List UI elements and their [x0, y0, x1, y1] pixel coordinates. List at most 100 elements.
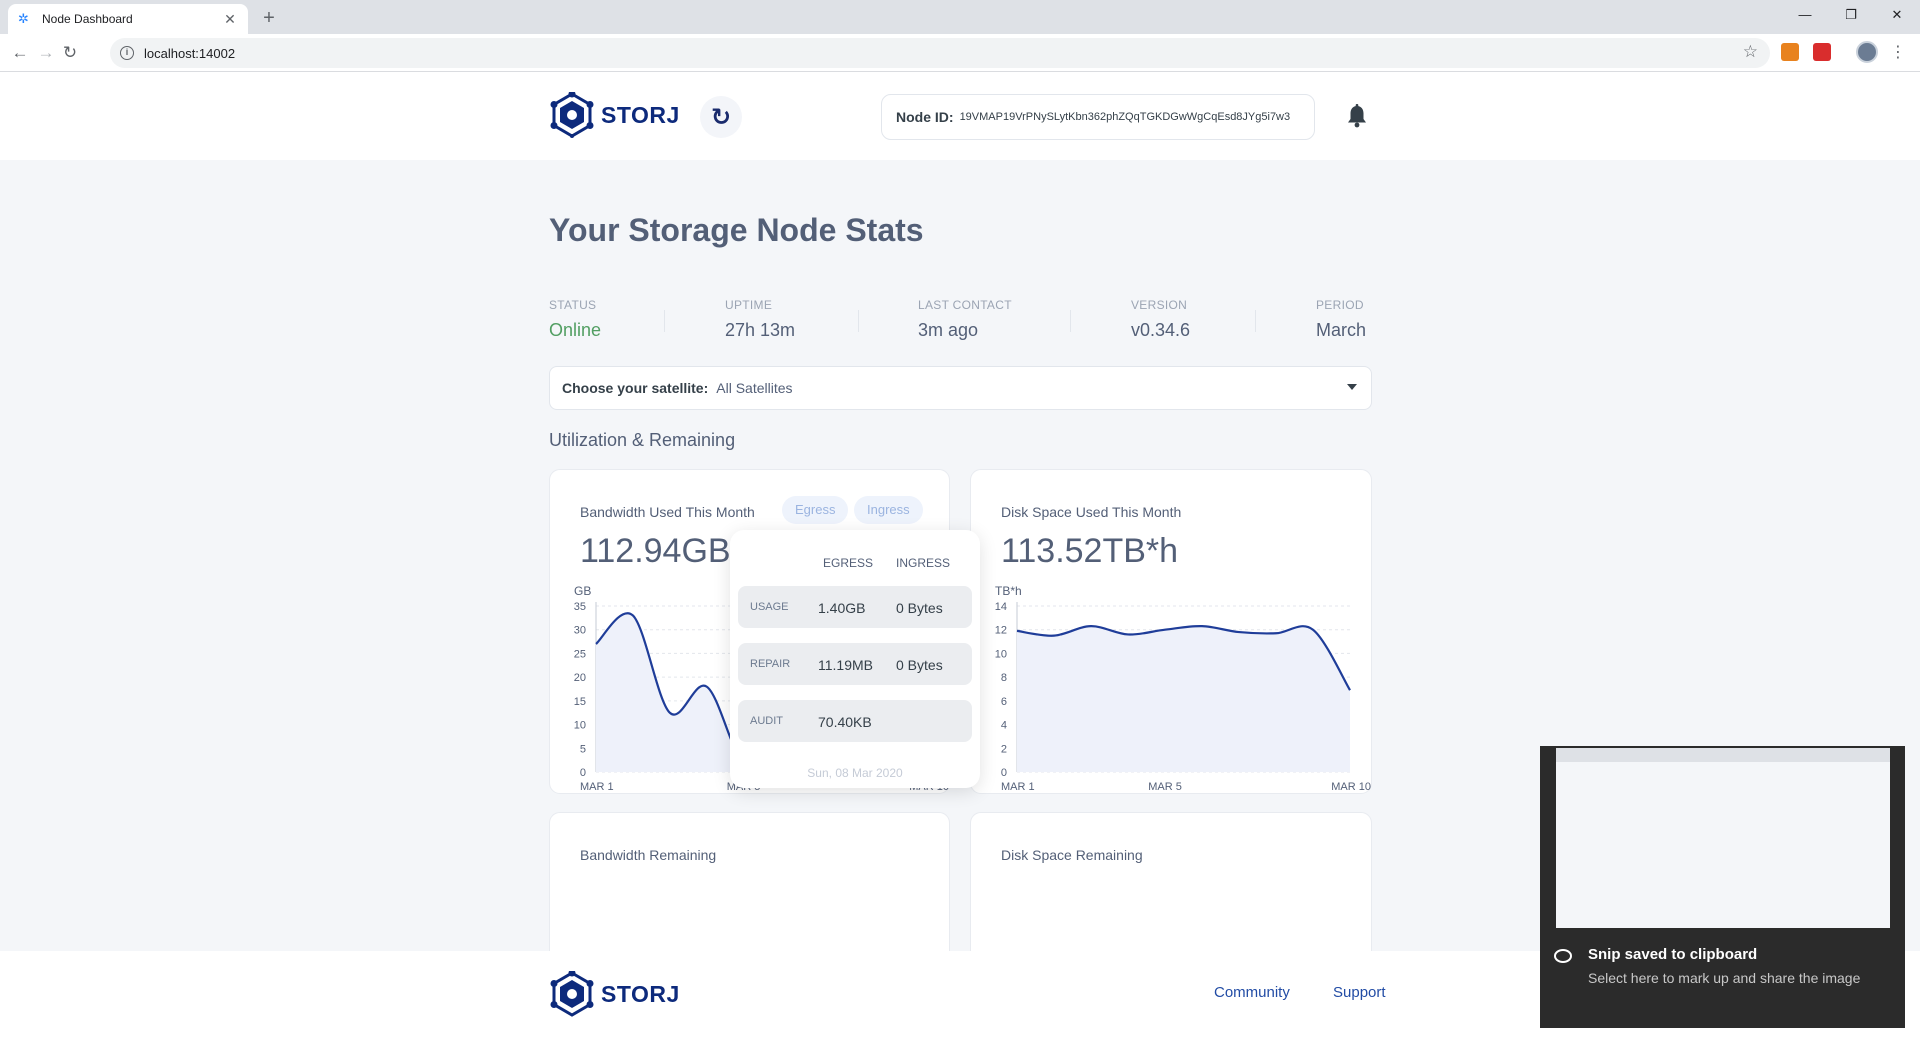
snip-subtitle: Select here to mark up and share the ima… [1588, 970, 1861, 986]
bandwidth-total: 112.94GB [580, 532, 731, 570]
disk-remaining-title: Disk Space Remaining [1001, 847, 1143, 863]
close-window-icon[interactable]: ✕ [1891, 7, 1903, 22]
chart-y-tick-label: 10 [574, 720, 586, 732]
chart-y-tick-label: 10 [995, 648, 1007, 660]
storj-logo-icon [550, 971, 594, 1017]
chart-y-tick-label: 5 [580, 743, 586, 755]
minimize-icon[interactable]: — [1798, 7, 1812, 22]
chart-y-tick-label: 0 [1001, 767, 1007, 779]
chart-x-tick-label: MAR 5 [1148, 781, 1182, 793]
tooltip-row-label: AUDIT [750, 715, 783, 727]
bandwidth-tooltip: EGRESS INGRESS USAGE 1.40GB 0 Bytes REPA… [730, 530, 980, 788]
storj-favicon-icon: ✲ [18, 11, 29, 26]
stat-status-label: STATUS [549, 298, 597, 312]
browser-toolbar: ← → ↻ i localhost:14002 ☆ ⋮ [0, 34, 1920, 72]
chart-y-tick-label: 4 [1001, 720, 1007, 732]
chart-y-axis-label: GB [574, 584, 591, 598]
chart-series-line [1016, 625, 1351, 691]
chart-y-tick-label: 14 [995, 601, 1007, 613]
new-tab-button[interactable]: + [263, 7, 275, 29]
node-id-label: Node ID: [896, 109, 954, 125]
window-controls: — ❐ ✕ [1782, 0, 1920, 30]
stat-last-contact-label: LAST CONTACT [918, 298, 1012, 312]
tooltip-row-audit: AUDIT 70.40KB [738, 700, 972, 742]
reload-icon[interactable]: ↻ [62, 43, 78, 62]
chart-y-axis-label: TB*h [995, 584, 1022, 598]
red-extension-icon[interactable] [1813, 43, 1831, 61]
back-icon[interactable]: ← [11, 43, 29, 62]
disk-space-chart[interactable]: TB*h 0 2 4 6 8 10 12 14 MAR 1 MAR 5 MAR 10 [971, 470, 1373, 795]
stat-divider [858, 310, 859, 332]
stat-version-value: v0.34.6 [1131, 320, 1191, 340]
thumbnail-body [1556, 762, 1890, 928]
satellite-select[interactable]: Choose your satellite: All Satellites [549, 366, 1372, 410]
node-stats-bar: STATUS Online UPTIME 27h 13m LAST CONTAC… [549, 298, 1372, 348]
forward-icon[interactable]: → [37, 43, 55, 62]
stat-period: PERIOD March [1316, 298, 1366, 341]
chart-y-tick-label: 35 [574, 601, 586, 613]
footer-logo-text: STORJ [601, 980, 680, 1007]
chart-y-tick-label: 8 [1001, 672, 1007, 684]
stat-uptime-value: 27h 13m [725, 320, 796, 340]
address-bar[interactable]: i localhost:14002 ☆ [110, 38, 1770, 68]
refresh-icon: ↻ [710, 103, 732, 131]
chart-area [596, 613, 928, 772]
tooltip-egress-header: EGRESS [823, 556, 874, 570]
metamask-extension-icon[interactable] [1781, 43, 1799, 61]
stat-last-contact: LAST CONTACT 3m ago [918, 298, 1012, 341]
chart-x-tick-label: MAR 1 [1001, 781, 1035, 793]
stat-uptime: UPTIME 27h 13m [725, 298, 795, 341]
egress-toggle[interactable]: Egress [782, 496, 849, 524]
community-link[interactable]: Community [1214, 984, 1290, 1001]
chart-y-tick-label: 0 [580, 767, 586, 779]
stat-period-label: PERIOD [1316, 298, 1364, 312]
profile-avatar[interactable] [1856, 41, 1878, 63]
snip-thumbnail [1556, 748, 1890, 928]
tooltip-row-ingress: 0 Bytes [896, 600, 943, 616]
ingress-toggle[interactable]: Ingress [854, 496, 923, 524]
site-info-icon[interactable]: i [120, 46, 134, 60]
chart-y-tick-label: 25 [574, 648, 586, 660]
storj-logo[interactable]: STORJ [549, 92, 680, 138]
tooltip-row-egress: 1.40GB [818, 600, 866, 616]
stat-divider [1255, 310, 1256, 332]
chart-y-tick-label: 6 [1001, 696, 1007, 708]
tooltip-row-egress: 11.19MB [818, 657, 873, 673]
support-link[interactable]: Support [1333, 984, 1386, 1001]
tooltip-ingress-header: INGRESS [896, 556, 951, 570]
chart-area [1017, 626, 1350, 772]
stat-version: VERSION v0.34.6 [1131, 298, 1190, 341]
restore-icon[interactable]: ❐ [1845, 7, 1857, 22]
close-tab-icon[interactable]: ✕ [224, 10, 236, 27]
chart-x-tick-label: MAR 1 [580, 781, 614, 793]
stat-status-value: Online [549, 320, 602, 340]
stat-last-contact-value: 3m ago [918, 320, 979, 340]
chevron-down-icon [1347, 384, 1357, 390]
node-id-box[interactable]: Node ID: 19VMAP19VrPNySLytKbn362phZQqTGK… [881, 94, 1315, 140]
section-title: Utilization & Remaining [549, 430, 736, 450]
footer-storj-logo[interactable]: STORJ [549, 971, 680, 1017]
refresh-button[interactable]: ↻ [700, 96, 742, 138]
node-id-value: 19VMAP19VrPNySLytKbn362phZQqTGKDGwWgCqEs… [959, 111, 1291, 123]
bookmark-star-icon[interactable]: ☆ [1742, 42, 1758, 61]
tooltip-row-label: USAGE [750, 601, 789, 613]
storj-logo-icon [550, 92, 594, 138]
tooltip-date: Sun, 08 Mar 2020 [807, 766, 903, 780]
snip-notification[interactable]: Snip saved to clipboard Select here to m… [1540, 746, 1905, 1028]
stat-version-label: VERSION [1131, 298, 1188, 312]
bandwidth-remaining-card: Bandwidth Remaining [549, 812, 950, 962]
disk-total: 113.52TB*h [1001, 532, 1179, 570]
disk-remaining-card: Disk Space Remaining [970, 812, 1372, 962]
stat-status: STATUS Online [549, 298, 601, 341]
browser-tab[interactable]: ✲ Node Dashboard ✕ [8, 4, 248, 34]
notifications-bell-icon[interactable] [1347, 104, 1367, 128]
browser-menu-icon[interactable]: ⋮ [1890, 44, 1906, 61]
snip-title: Snip saved to clipboard [1588, 946, 1758, 963]
bandwidth-remaining-title: Bandwidth Remaining [580, 847, 717, 863]
stat-divider [664, 310, 665, 332]
chart-y-tick-label: 12 [995, 625, 1007, 637]
tooltip-row-ingress: 0 Bytes [896, 657, 943, 673]
tooltip-row-label: REPAIR [750, 658, 791, 670]
stat-period-value: March [1316, 320, 1367, 340]
satellite-select-label: Choose your satellite: [562, 380, 709, 396]
